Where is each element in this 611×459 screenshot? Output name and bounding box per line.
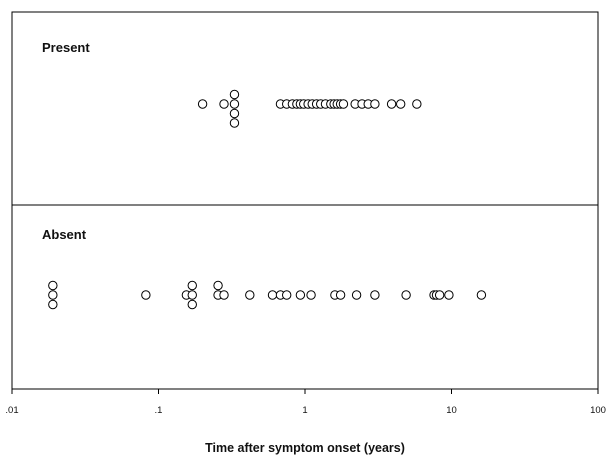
panel-label-present: Present <box>42 40 90 55</box>
data-point-absent <box>444 290 454 300</box>
data-point-absent <box>48 290 58 300</box>
plot-frame <box>11 11 599 390</box>
data-point-present <box>395 99 406 109</box>
x-tick-label: .01 <box>5 405 18 416</box>
data-point-present <box>386 99 397 109</box>
data-point-absent <box>434 290 445 300</box>
data-point-absent <box>335 290 346 300</box>
data-point-absent <box>219 290 229 300</box>
data-point-absent <box>351 290 362 300</box>
data-point-absent <box>476 290 487 300</box>
data-point-absent <box>401 290 411 300</box>
data-point-present <box>219 99 229 109</box>
data-point-absent <box>213 280 223 291</box>
x-tick-label: 1 <box>302 405 307 416</box>
data-point-absent <box>306 290 316 300</box>
x-axis-tick-labels: .01 .1 1 10 100 <box>5 405 606 416</box>
panel-label-absent: Absent <box>42 227 87 242</box>
x-tick-label: .1 <box>155 405 163 416</box>
data-points <box>48 89 487 310</box>
data-point-absent <box>187 280 197 291</box>
data-point-present <box>229 89 240 100</box>
data-point-absent <box>187 299 197 310</box>
data-point-absent <box>281 290 292 300</box>
data-point-absent <box>48 299 58 310</box>
data-point-present <box>412 99 422 109</box>
data-point-absent <box>141 290 151 300</box>
data-point-absent <box>267 290 278 300</box>
x-tick-label: 100 <box>590 405 606 416</box>
data-point-absent <box>48 280 58 291</box>
x-axis-title: Time after symptom onset (years) <box>205 441 405 455</box>
data-point-present <box>197 99 208 109</box>
data-point-present <box>338 99 349 109</box>
x-tick-label: 10 <box>446 405 457 416</box>
data-point-absent <box>370 290 380 300</box>
x-axis-ticks <box>11 389 599 394</box>
data-point-present <box>229 118 240 128</box>
data-point-absent <box>187 290 197 300</box>
data-point-present <box>370 99 380 109</box>
data-point-present <box>229 99 240 109</box>
data-point-absent <box>295 290 306 300</box>
data-point-present <box>229 108 240 119</box>
data-point-absent <box>245 290 255 300</box>
